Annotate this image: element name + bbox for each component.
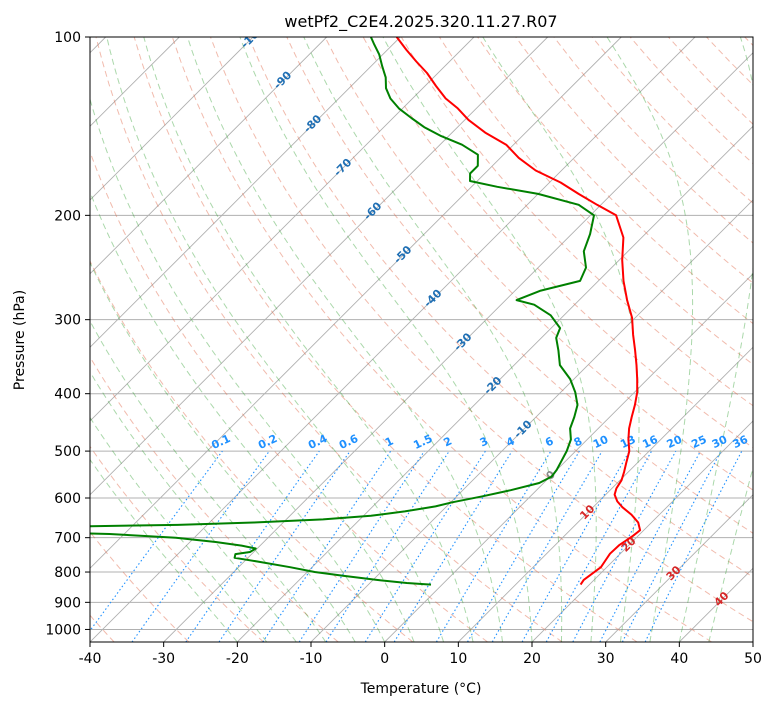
mixing-ratio-line	[90, 450, 223, 632]
plot-frame	[89, 36, 754, 643]
moist-adiabat	[606, 37, 694, 642]
isotherm-line	[90, 37, 475, 422]
mixing-ratio-line	[572, 450, 677, 642]
moist-adiabat	[90, 370, 297, 642]
x-axis: -40 -30 -20 -10 0 10 20 30 40 50	[79, 642, 762, 667]
dry-adiabat	[90, 356, 339, 642]
background-lines	[90, 37, 753, 642]
isotherm-line	[90, 37, 401, 348]
mixing-ratio-line	[545, 450, 653, 642]
mixing-ratio-line	[393, 450, 513, 642]
mixing-ratio-label: 10	[591, 433, 611, 451]
moist-adiabat	[239, 37, 533, 642]
x-tick-label: -20	[226, 651, 249, 667]
dry-adiabat	[90, 259, 414, 642]
y-tick-label: 500	[54, 444, 81, 460]
isotherm-line	[90, 37, 622, 569]
y-tick-label: 900	[54, 595, 81, 611]
moist-adiabat	[90, 190, 386, 642]
isotherm-line	[457, 346, 753, 642]
mixing-ratio-line	[298, 450, 425, 642]
moist-adiabat	[90, 261, 356, 642]
y-tick-label: 200	[54, 208, 81, 224]
chart-title: wetPf2_C2E4.2025.320.11.27.R07	[284, 12, 557, 32]
dry-adiabat	[90, 445, 264, 642]
moist-adiabat	[90, 320, 327, 642]
dry-adiabat	[324, 37, 753, 491]
mixing-ratio-line	[131, 450, 270, 642]
y-tick-label: 700	[54, 531, 81, 547]
moist-adiabat	[678, 37, 753, 642]
mixing-ratio-label: 20	[665, 433, 685, 451]
mixing-ratio-line	[521, 450, 630, 642]
isotherm-line	[310, 199, 753, 642]
moist-adiabat	[708, 465, 753, 642]
isotherm-line	[90, 37, 328, 275]
mixing-ratio-line	[218, 450, 351, 642]
isotherm-line	[531, 420, 753, 642]
mixing-ratio-line	[325, 450, 450, 642]
y-tick-label: 100	[54, 30, 81, 46]
y-tick-label: 800	[54, 565, 81, 581]
moist-adiabat	[143, 37, 474, 642]
moist-adiabat	[482, 37, 640, 642]
temperature-profile	[395, 37, 642, 586]
dry-adiabat	[95, 37, 563, 642]
moist-adiabat	[90, 458, 238, 642]
y-tick-label: 300	[54, 313, 81, 329]
isotherm-line	[384, 273, 753, 642]
x-tick-label: -30	[152, 651, 175, 667]
moist-adiabat	[187, 37, 503, 642]
x-tick-label: 10	[449, 651, 467, 667]
y-tick-label: 1000	[45, 622, 81, 638]
x-tick-label: 0	[380, 651, 389, 667]
moist-adiabat	[106, 37, 445, 642]
mixing-ratio-line	[185, 450, 320, 642]
mixing-ratio-label: 36	[731, 433, 751, 451]
mixing-ratio-line	[644, 450, 743, 642]
dry-adiabat	[171, 37, 712, 642]
series-layer	[90, 37, 642, 586]
x-axis-label: Temperature (°C)	[360, 681, 482, 697]
y-tick-label: 400	[54, 387, 81, 403]
grid-layer	[90, 37, 753, 642]
y-tick-label: 600	[54, 491, 81, 507]
mixing-ratio-label: 25	[689, 433, 708, 451]
x-tick-label: 50	[744, 651, 762, 667]
isotherm-line	[90, 37, 254, 201]
dry-adiabat	[133, 37, 638, 642]
dry-adiabat	[515, 37, 753, 284]
isotherm-line	[236, 125, 753, 642]
mixing-ratio-label: 30	[710, 433, 730, 451]
x-tick-label: 20	[523, 651, 541, 667]
dry-adiabat	[286, 37, 753, 534]
dry-adiabat	[248, 37, 753, 578]
x-tick-label: -10	[300, 651, 323, 667]
isotherm-line	[90, 37, 696, 642]
isotherm-line	[605, 494, 753, 642]
isotherm-line	[163, 52, 753, 642]
dewpoint-profile	[90, 37, 595, 586]
moist-adiabat	[382, 37, 597, 642]
mixing-ratio-label: 16	[640, 433, 660, 451]
x-tick-label: -40	[79, 651, 102, 667]
moist-adiabat	[90, 416, 268, 642]
x-tick-label: 40	[670, 651, 688, 667]
y-axis-label: Pressure (hPa)	[12, 290, 28, 390]
mixing-ratio-line	[262, 450, 392, 642]
dry-adiabat	[210, 37, 753, 623]
moist-adiabat	[90, 97, 415, 642]
y-axis: 100 200 300 400 500 600 700 800 900 1000	[45, 30, 90, 638]
x-tick-label: 30	[597, 651, 615, 667]
moist-adiabat	[303, 37, 563, 642]
